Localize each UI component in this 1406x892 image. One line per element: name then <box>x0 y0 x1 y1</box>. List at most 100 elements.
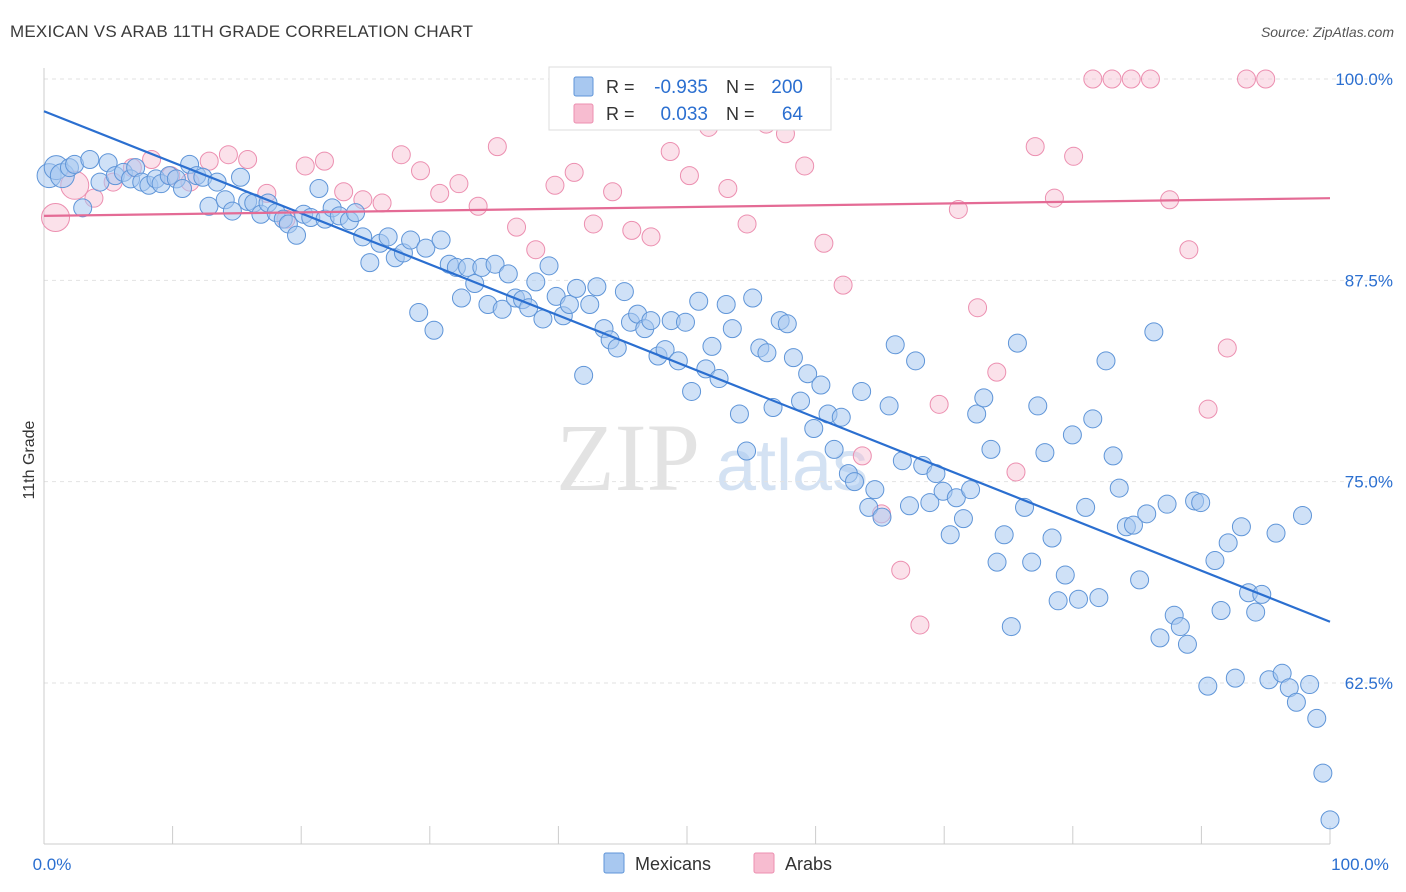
arabs-point <box>1044 188 1064 208</box>
arabs-n-label: N = <box>726 104 755 124</box>
mexicans-point <box>879 396 899 416</box>
mexicans-point <box>1089 588 1109 608</box>
arabs-point <box>1256 69 1276 89</box>
mexicans-n-value: 200 <box>771 77 803 98</box>
mexicans-point <box>824 439 844 459</box>
arabs-point <box>603 182 623 202</box>
arabs-point <box>968 298 988 318</box>
mexicans-point <box>940 525 960 545</box>
mexicans-point <box>729 404 749 424</box>
arabs-point <box>1121 69 1141 89</box>
mexicans-point <box>906 351 926 371</box>
trend-lines <box>43 110 1331 623</box>
mexicans-point <box>1096 351 1116 371</box>
arabs-point <box>1064 146 1084 166</box>
mexicans-point <box>614 282 634 302</box>
mexicans-r-label: R = <box>606 77 635 97</box>
arabs-point <box>199 151 219 171</box>
arabs-point <box>487 137 507 157</box>
mexicans-point <box>1062 425 1082 445</box>
arabs-point <box>622 220 642 240</box>
legend-arabs-label: Arabs <box>785 854 832 874</box>
mexicans-point <box>409 303 429 323</box>
arabs-point <box>1025 137 1045 157</box>
mexicans-point <box>1028 396 1048 416</box>
mexicans-point <box>1042 528 1062 548</box>
mexicans-point <box>852 381 872 401</box>
mexicans-point <box>1123 515 1143 535</box>
mexicans-point <box>401 230 421 250</box>
arabs-point <box>987 362 1007 382</box>
mexicans-point <box>885 335 905 355</box>
mexicans-point <box>498 264 518 284</box>
arabs-point <box>583 214 603 234</box>
mexicans-point <box>360 253 380 273</box>
mexicans-point <box>378 227 398 247</box>
legend-arabs-swatch <box>753 852 775 874</box>
chart-title: MEXICAN VS ARAB 11TH GRADE CORRELATION C… <box>10 22 474 41</box>
arabs-point <box>507 217 527 237</box>
mexicans-point <box>1001 617 1021 637</box>
arabs-point <box>564 162 584 182</box>
mexicans-point <box>451 288 471 308</box>
y-tick-labels: 62.5% 75.0% 87.5% 100.0% <box>1335 70 1393 693</box>
arabs-point <box>1217 338 1237 358</box>
mexicans-point <box>737 441 757 461</box>
mexicans-point <box>831 407 851 427</box>
arabs-point <box>449 174 469 194</box>
mexicans-point <box>580 294 600 314</box>
mexicans-point <box>981 439 1001 459</box>
arabs-point <box>41 203 71 233</box>
y-tick-label: 62.5% <box>1345 674 1393 693</box>
arabs-swatch <box>573 103 594 124</box>
arabs-point <box>545 175 565 195</box>
mexicans-point <box>199 196 219 216</box>
arabs-point <box>795 156 815 176</box>
arabs-point <box>526 240 546 260</box>
mexicans-point <box>424 320 444 340</box>
arabs-point <box>814 233 834 253</box>
mexicans-point <box>804 418 824 438</box>
mexicans-point <box>567 278 587 298</box>
arabs-point <box>314 151 334 171</box>
mexicans-point <box>641 311 661 331</box>
mexicans-point <box>967 404 987 424</box>
arabs-point <box>372 193 392 213</box>
mexicans-point <box>485 254 505 274</box>
x-ticks <box>43 826 1331 844</box>
mexicans-point <box>73 198 93 218</box>
mexicans-n-label: N = <box>726 77 755 97</box>
mexicans-point <box>1191 493 1211 513</box>
mexicans-point <box>1313 763 1333 783</box>
arabs-point <box>1102 69 1122 89</box>
mexicans-point <box>539 256 559 276</box>
mexicans-point <box>287 225 307 245</box>
mexicans-point <box>953 509 973 529</box>
legend-mexicans-swatch <box>603 852 625 874</box>
mexicans-point <box>1150 628 1170 648</box>
arabs-point <box>852 446 872 466</box>
mexicans-point <box>1218 533 1238 553</box>
arabs-point <box>218 145 238 165</box>
mexicans-point <box>1177 634 1197 654</box>
arabs-point <box>641 227 661 247</box>
mexicans-point <box>416 238 436 258</box>
mexicans-point <box>1048 591 1068 611</box>
arabs-point <box>910 615 930 635</box>
mexicans-point <box>1144 322 1164 342</box>
mexicans-point <box>722 319 742 339</box>
mexicans-point <box>696 359 716 379</box>
arabs-point <box>391 145 411 165</box>
arabs-point <box>718 179 738 199</box>
arabs-point <box>948 199 968 219</box>
mexicans-point <box>757 343 777 363</box>
mexicans-points <box>36 150 1340 830</box>
stats-legend-box <box>548 66 832 131</box>
mexicans-point <box>172 179 192 199</box>
mexicans-point <box>844 472 864 492</box>
mexicans-point <box>1083 409 1103 429</box>
mexicans-point <box>1320 810 1340 830</box>
mexicans-trend-line <box>43 110 1331 623</box>
arabs-n-value: 64 <box>782 104 804 125</box>
arabs-point <box>1006 462 1026 482</box>
